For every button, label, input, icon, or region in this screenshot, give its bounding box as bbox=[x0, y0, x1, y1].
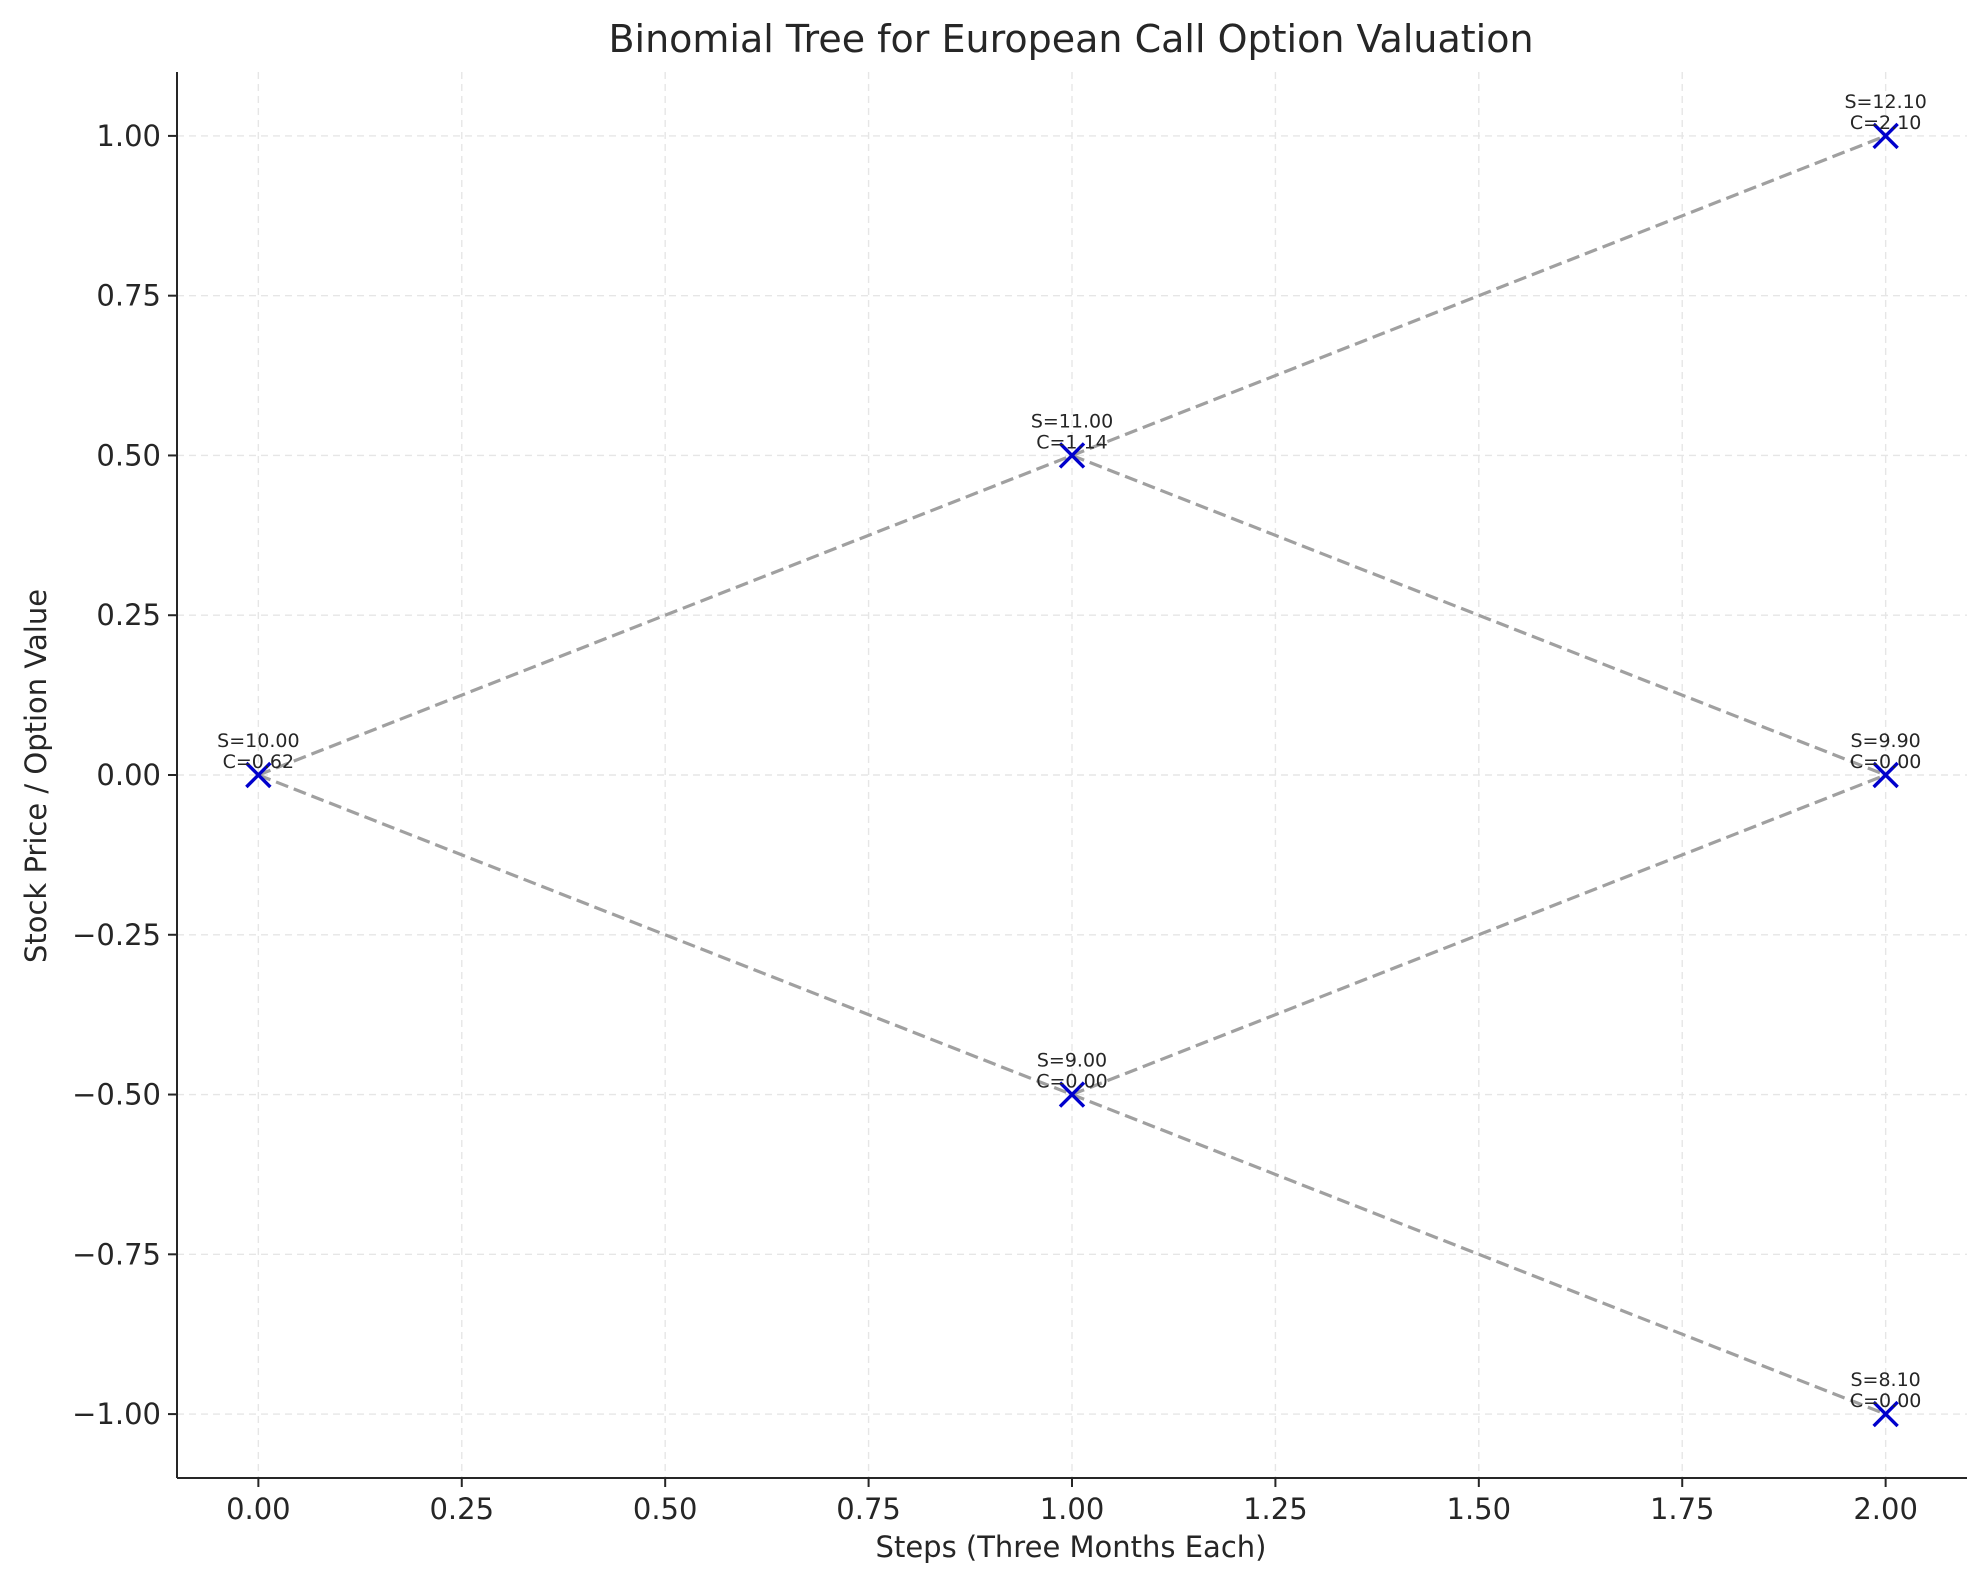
y-tick-label: −1.00 bbox=[72, 1397, 161, 1431]
node-stock-label: S=9.90 bbox=[1850, 730, 1920, 752]
x-tick-label: 2.00 bbox=[1853, 1492, 1918, 1526]
x-tick-label: 0.25 bbox=[429, 1492, 494, 1526]
node-marker bbox=[1872, 761, 1899, 789]
x-marker-icon bbox=[1872, 122, 1899, 150]
marker-layer bbox=[245, 122, 1899, 1428]
x-marker-icon bbox=[1058, 442, 1086, 469]
node-option-label: C=1.14 bbox=[1036, 431, 1108, 453]
x-marker-icon bbox=[1058, 1081, 1086, 1108]
x-tick-label: 1.00 bbox=[1040, 1492, 1105, 1526]
x-marker-icon bbox=[1872, 761, 1899, 789]
tree-edge bbox=[257, 773, 1073, 1097]
node-label-layer: S=10.00C=0.62S=11.00C=1.14S=9.00C=0.00S=… bbox=[217, 91, 1927, 1412]
node-stock-label: S=10.00 bbox=[217, 730, 299, 752]
node-marker bbox=[1872, 1400, 1899, 1428]
y-tick-label: 0.25 bbox=[96, 598, 161, 632]
tree-edge bbox=[1071, 134, 1887, 457]
tree-edge bbox=[257, 453, 1073, 777]
grid-layer bbox=[177, 72, 1967, 1478]
node-stock-label: S=11.00 bbox=[1031, 410, 1113, 432]
node-marker bbox=[245, 761, 272, 789]
x-tick-label: 0.00 bbox=[226, 1492, 291, 1526]
x-tick-label: 0.75 bbox=[836, 1492, 901, 1526]
x-marker-icon bbox=[1872, 1400, 1899, 1428]
y-tick-label: 0.00 bbox=[96, 758, 161, 792]
tree-edge bbox=[1071, 1093, 1887, 1416]
node-option-label: C=0.00 bbox=[1850, 1390, 1922, 1412]
node-stock-label: S=12.10 bbox=[1844, 91, 1926, 113]
node-marker bbox=[1872, 122, 1899, 150]
y-tick-label: 0.50 bbox=[96, 438, 161, 472]
tree-edge bbox=[1071, 453, 1887, 777]
y-tick-label: 0.75 bbox=[96, 279, 161, 313]
node-stock-label: S=8.10 bbox=[1850, 1369, 1920, 1391]
x-marker-icon bbox=[245, 761, 272, 789]
x-axis-label: Steps (Three Months Each) bbox=[876, 1530, 1267, 1564]
node-option-label: C=0.62 bbox=[223, 751, 295, 773]
x-tick-label: 1.25 bbox=[1243, 1492, 1308, 1526]
y-tick-label: −0.75 bbox=[72, 1237, 161, 1271]
node-option-label: C=2.10 bbox=[1850, 112, 1922, 134]
chart-title: Binomial Tree for European Call Option V… bbox=[608, 17, 1533, 61]
node-stock-label: S=9.00 bbox=[1037, 1050, 1107, 1072]
y-tick-label: 1.00 bbox=[96, 119, 161, 153]
x-tick-label: 1.75 bbox=[1650, 1492, 1715, 1526]
y-axis-label: Stock Price / Option Value bbox=[19, 589, 53, 963]
node-option-label: C=0.00 bbox=[1036, 1071, 1108, 1093]
tree-edge bbox=[1071, 773, 1887, 1097]
node-marker bbox=[1058, 442, 1086, 469]
x-tick-label: 1.50 bbox=[1447, 1492, 1512, 1526]
node-option-label: C=0.00 bbox=[1850, 751, 1922, 773]
y-tick-label: −0.50 bbox=[72, 1078, 161, 1112]
axes-layer: 0.00 0.25 0.50 0.75 1.00 1.25 1.50 1.75 2.00 1.00… bbox=[72, 72, 1967, 1526]
x-tick-label: 0.50 bbox=[633, 1492, 698, 1526]
y-tick-label: −0.25 bbox=[72, 918, 161, 952]
edge-layer bbox=[257, 134, 1887, 1416]
node-marker bbox=[1058, 1081, 1086, 1108]
